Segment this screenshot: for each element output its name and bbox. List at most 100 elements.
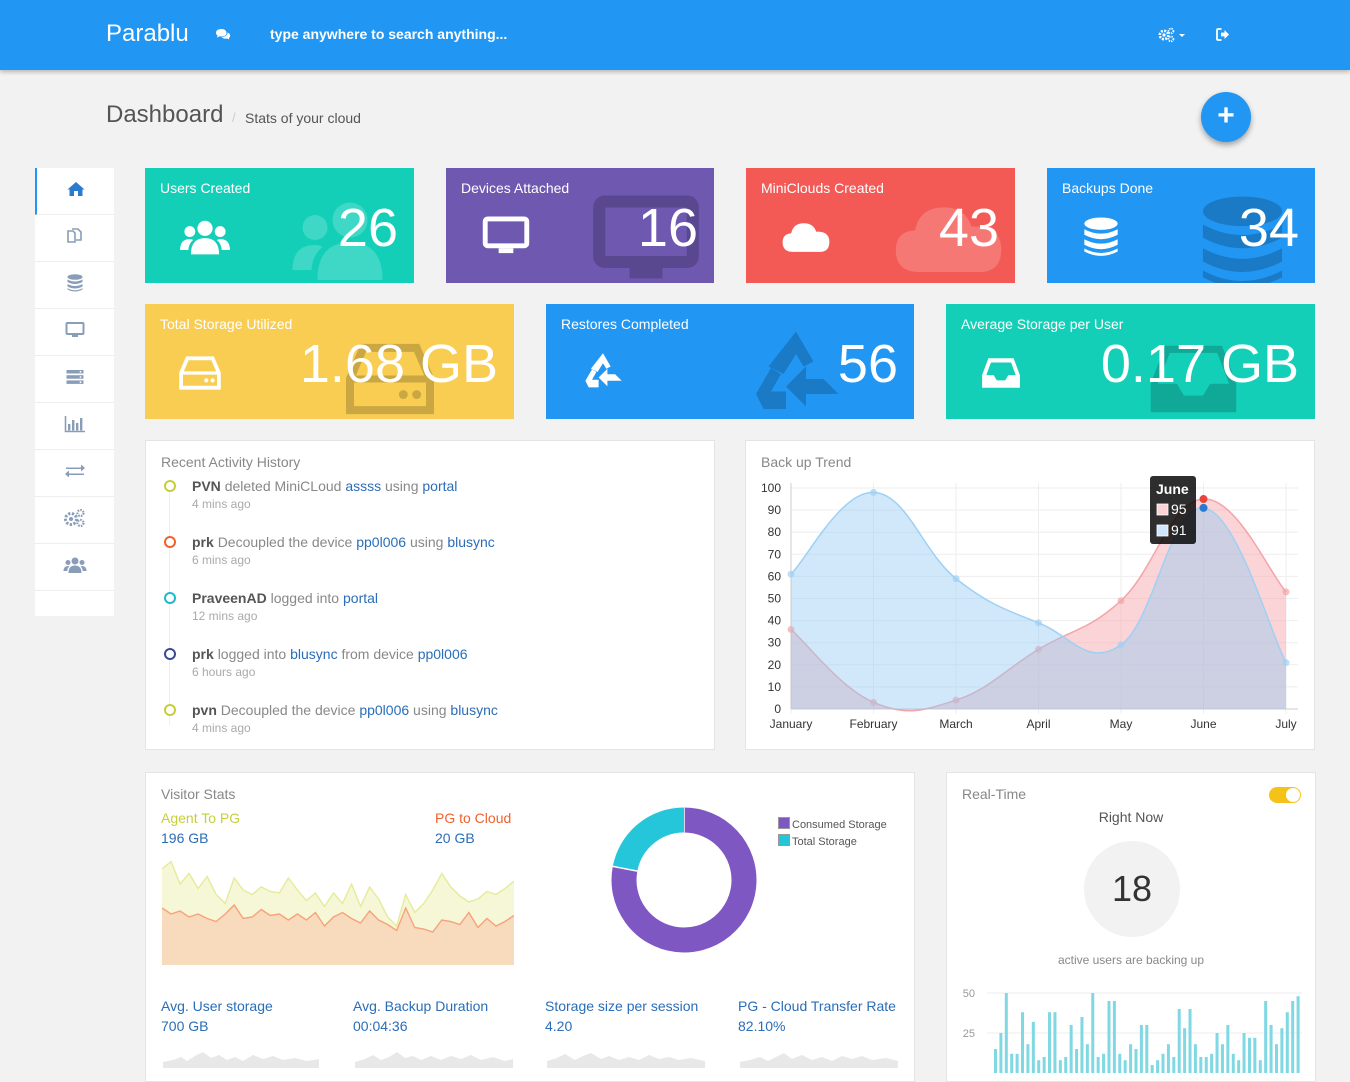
realtime-bar <box>1139 1025 1143 1073</box>
desktop-icon <box>482 216 530 254</box>
stat-value: 00:04:36 <box>353 1018 408 1034</box>
donut-slice <box>612 807 685 872</box>
sidebar-item-database[interactable] <box>35 262 114 309</box>
realtime-bar <box>1280 1028 1284 1073</box>
realtime-bar <box>1215 1033 1219 1073</box>
timeline-dot <box>164 592 176 604</box>
sidebar-item-reports[interactable] <box>35 403 114 450</box>
realtime-bar <box>1037 1060 1041 1073</box>
realtime-bar <box>994 1049 997 1073</box>
realtime-panel: Real-Time Right Now 18 active users are … <box>946 772 1316 1082</box>
tooltip-title: June <box>1156 481 1189 497</box>
stat-value: 82.10% <box>738 1018 786 1034</box>
tile-restores-completed[interactable]: Restores Completed 56 <box>546 304 914 419</box>
realtime-bar <box>1102 1053 1106 1073</box>
search-input[interactable] <box>270 26 650 42</box>
sidebar-item-home[interactable] <box>35 168 114 215</box>
activity-time: 4 mins ago <box>192 721 251 735</box>
realtime-toggle[interactable] <box>1269 787 1301 803</box>
realtime-count: 18 <box>1111 868 1153 909</box>
x-tick-label: February <box>849 717 897 731</box>
realtime-bar <box>1021 1012 1025 1073</box>
realtime-bar <box>1220 1044 1224 1073</box>
sidebar-item-users[interactable] <box>35 544 114 591</box>
activity-link[interactable]: blusync <box>450 702 498 718</box>
data-point <box>1117 597 1125 605</box>
sign-out-icon[interactable] <box>1216 28 1230 46</box>
activity-link[interactable]: pp0l006 <box>417 646 468 662</box>
tile-total-storage[interactable]: Total Storage Utilized 1.68 GB <box>145 304 514 419</box>
tile-label: Devices Attached <box>461 180 570 196</box>
sparkline-avg-backup-duration <box>355 1052 513 1068</box>
activity-text: using <box>413 702 447 718</box>
sparkline-transfer-rate <box>740 1053 898 1068</box>
realtime-bar <box>1134 1049 1138 1073</box>
tile-devices-attached[interactable]: Devices Attached 16 <box>446 168 714 283</box>
donut-slice <box>611 807 757 953</box>
realtime-bar <box>1247 1037 1251 1073</box>
legend-label: Consumed Storage <box>792 819 887 831</box>
activity-link[interactable]: portal <box>422 478 458 494</box>
tile-backups-done[interactable]: Backups Done 34 <box>1047 168 1315 283</box>
settings-dropdown-button[interactable] <box>1158 27 1188 48</box>
activity-link[interactable]: blusync <box>447 534 495 550</box>
tile-label: Restores Completed <box>561 316 689 332</box>
activity-item: PVN deleted MiniCLoud assss using portal… <box>192 478 457 511</box>
gears-icon <box>63 508 87 533</box>
sidebar-item-settings[interactable] <box>35 497 114 544</box>
tooltip-swatch <box>1156 503 1169 516</box>
activity-link[interactable]: assss <box>345 478 382 494</box>
panel-title: Real-Time <box>962 786 1027 802</box>
backup-trend-chart: 0 10 20 30 40 50 60 70 80 90 100 January February Mar… <box>761 476 1298 731</box>
users-icon <box>63 556 87 579</box>
tile-miniclouds-created[interactable]: MiniClouds Created 43 <box>746 168 1015 283</box>
add-button[interactable]: + <box>1201 92 1251 142</box>
realtime-bar <box>1285 1012 1289 1073</box>
stat-label: PG - Cloud Transfer Rate <box>738 998 896 1014</box>
tile-value: 34 <box>1238 198 1299 258</box>
tile-value: 43 <box>938 198 999 258</box>
activity-user: PVN <box>192 478 221 494</box>
chat-icon[interactable] <box>215 28 231 47</box>
y-tick-label: 70 <box>768 547 782 561</box>
tile-label: Total Storage Utilized <box>160 316 293 332</box>
sidebar-item-servers[interactable] <box>35 356 114 403</box>
tile-value: 0.17 GB <box>1100 334 1299 394</box>
y-tick-label: 50 <box>963 988 975 1000</box>
activity-link[interactable]: pp0l006 <box>359 702 410 718</box>
realtime-bar <box>1112 1001 1116 1073</box>
tile-average-storage[interactable]: Average Storage per User 0.17 GB <box>946 304 1315 419</box>
visitor-stats-panel: Visitor Stats Agent To PG 196 GB PG to C… <box>145 772 915 1082</box>
desktop-icon <box>593 195 699 279</box>
realtime-bar <box>1183 1028 1187 1073</box>
activity-text: logged into <box>270 590 340 606</box>
recent-activity-panel: Recent Activity History PVN deleted Mini… <box>145 440 715 750</box>
realtime-bar <box>1253 1037 1257 1073</box>
panel-title: Visitor Stats <box>161 786 236 802</box>
activity-item: PraveenAD logged into portal 12 mins ago <box>192 590 378 623</box>
bar-chart-icon <box>64 415 86 438</box>
realtime-caption: active users are backing up <box>1057 953 1205 967</box>
realtime-bar <box>1129 1044 1133 1073</box>
sidebar-item-transfers[interactable] <box>35 450 114 497</box>
realtime-bar <box>1264 1001 1268 1073</box>
activity-user: PraveenAD <box>192 590 267 606</box>
page-title: Dashboard <box>106 101 224 128</box>
active-data-point <box>1199 503 1208 512</box>
x-tick-label: July <box>1275 717 1296 731</box>
stat-label: Avg. User storage <box>161 998 273 1014</box>
pg-to-cloud-label: PG to Cloud <box>435 810 512 826</box>
brand-logo[interactable]: Parablu <box>106 20 189 47</box>
activity-link[interactable]: pp0l006 <box>356 534 407 550</box>
stat-value: 700 GB <box>161 1018 209 1034</box>
stat-storage-per-session: Storage size per session 4.20 <box>545 998 698 1034</box>
sidebar-item-copy[interactable] <box>35 215 114 262</box>
activity-link[interactable]: portal <box>343 590 379 606</box>
activity-time: 6 hours ago <box>192 665 256 679</box>
tile-label: Users Created <box>160 180 251 196</box>
y-tick-label: 60 <box>768 569 782 583</box>
tile-users-created[interactable]: Users Created 26 <box>145 168 414 283</box>
activity-link[interactable]: blusync <box>290 646 338 662</box>
realtime-bar <box>1177 1009 1181 1073</box>
sidebar-item-devices[interactable] <box>35 309 114 356</box>
